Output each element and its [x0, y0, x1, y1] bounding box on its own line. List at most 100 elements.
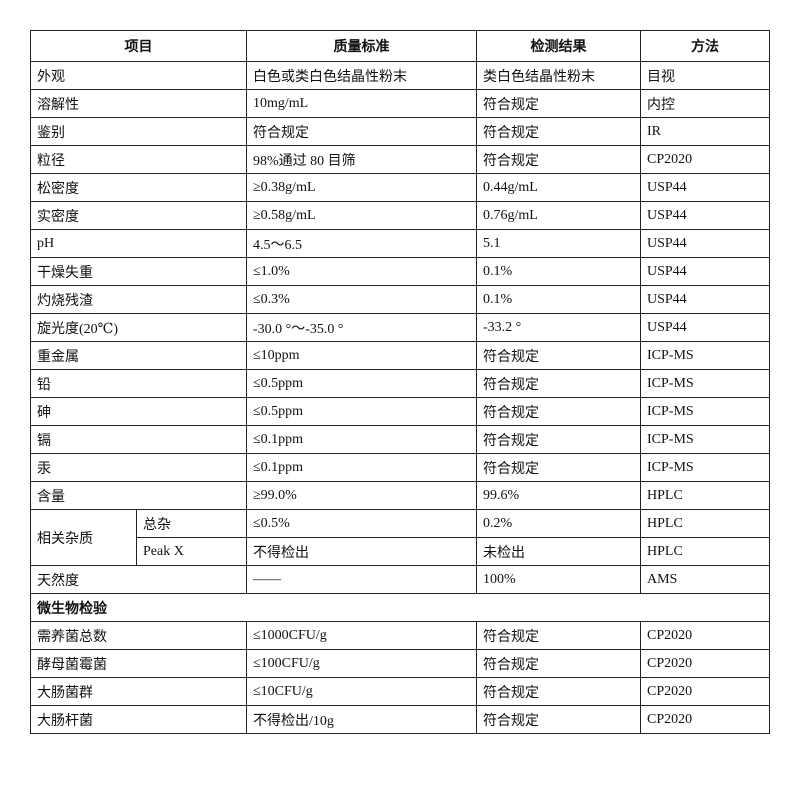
- cell-result: 符合规定: [476, 649, 641, 678]
- table-row: 灼烧残渣 ≤0.3% 0.1% USP44: [30, 285, 770, 314]
- cell-item: 实密度: [30, 201, 247, 230]
- cell-item: 鉴别: [30, 117, 247, 146]
- cell-item: 砷: [30, 397, 247, 426]
- cell-standard: ≤1000CFU/g: [246, 621, 477, 650]
- cell-method: USP44: [640, 257, 770, 286]
- table-row: 汞 ≤0.1ppm 符合规定 ICP-MS: [30, 453, 770, 482]
- cell-item: 铅: [30, 369, 247, 398]
- cell-result: 100%: [476, 565, 641, 594]
- cell-method: ICP-MS: [640, 453, 770, 482]
- cell-method: USP44: [640, 173, 770, 202]
- cell-item: 相关杂质: [30, 509, 137, 566]
- cell-item: 需养菌总数: [30, 621, 247, 650]
- section-title: 微生物检验: [30, 593, 770, 622]
- cell-result: 类白色结晶性粉末: [476, 61, 641, 90]
- cell-method: 目视: [640, 61, 770, 90]
- table-row: 铅 ≤0.5ppm 符合规定 ICP-MS: [30, 369, 770, 398]
- cell-result: 符合规定: [476, 369, 641, 398]
- table-row: 大肠菌群 ≤10CFU/g 符合规定 CP2020: [30, 677, 770, 706]
- cell-result: 0.1%: [476, 285, 641, 314]
- cell-standard: 98%通过 80 目筛: [246, 145, 477, 174]
- cell-method: ICP-MS: [640, 397, 770, 426]
- cell-method: ICP-MS: [640, 425, 770, 454]
- cell-item: pH: [30, 229, 247, 258]
- cell-method: USP44: [640, 285, 770, 314]
- cell-result: 符合规定: [476, 117, 641, 146]
- cell-method: ICP-MS: [640, 341, 770, 370]
- cell-method: 内控: [640, 89, 770, 118]
- cell-method: CP2020: [640, 621, 770, 650]
- cell-standard: ≤0.3%: [246, 285, 477, 314]
- cell-standard: ≤10CFU/g: [246, 677, 477, 706]
- cell-item: 重金属: [30, 341, 247, 370]
- table-row: 天然度 —— 100% AMS: [30, 565, 770, 594]
- cell-result: 符合规定: [476, 89, 641, 118]
- table-row: 含量 ≥99.0% 99.6% HPLC: [30, 481, 770, 510]
- cell-standard: ≥0.58g/mL: [246, 201, 477, 230]
- cell-item: 溶解性: [30, 89, 247, 118]
- header-row: 项目 质量标准 检测结果 方法: [30, 30, 770, 62]
- cell-standard: ≤0.1ppm: [246, 425, 477, 454]
- specification-table: 项目 质量标准 检测结果 方法 外观 白色或类白色结晶性粉末 类白色结晶性粉末 目视溶…: [30, 30, 770, 734]
- cell-method: HPLC: [640, 537, 770, 566]
- cell-result: 符合规定: [476, 677, 641, 706]
- cell-result: 0.1%: [476, 257, 641, 286]
- cell-result: 0.2%: [476, 509, 641, 538]
- cell-standard: 4.5～6.5: [246, 229, 477, 258]
- cell-item: 大肠菌群: [30, 677, 247, 706]
- header-standard: 质量标准: [246, 30, 477, 62]
- cell-standard: 白色或类白色结晶性粉末: [246, 61, 477, 90]
- cell-item: 含量: [30, 481, 247, 510]
- cell-item: 大肠杆菌: [30, 705, 247, 734]
- cell-standard: 不得检出: [246, 537, 477, 566]
- cell-subitem: 总杂: [136, 509, 247, 538]
- cell-result: 未检出: [476, 537, 641, 566]
- cell-item: 松密度: [30, 173, 247, 202]
- cell-result: 符合规定: [476, 397, 641, 426]
- cell-method: CP2020: [640, 649, 770, 678]
- cell-standard: ≤0.1ppm: [246, 453, 477, 482]
- cell-item: 镉: [30, 425, 247, 454]
- section-row: 微生物检验: [30, 593, 770, 622]
- cell-standard: ≤0.5ppm: [246, 369, 477, 398]
- cell-result: 5.1: [476, 229, 641, 258]
- table-row: 实密度 ≥0.58g/mL 0.76g/mL USP44: [30, 201, 770, 230]
- cell-method: USP44: [640, 201, 770, 230]
- cell-standard: ≤0.5%: [246, 509, 477, 538]
- header-item: 项目: [30, 30, 247, 62]
- cell-item: 外观: [30, 61, 247, 90]
- cell-result: 符合规定: [476, 453, 641, 482]
- cell-item: 天然度: [30, 565, 247, 594]
- cell-method: CP2020: [640, 145, 770, 174]
- cell-result: 0.44g/mL: [476, 173, 641, 202]
- cell-result: 符合规定: [476, 425, 641, 454]
- cell-result: 符合规定: [476, 621, 641, 650]
- table-row: 酵母菌霉菌 ≤100CFU/g 符合规定 CP2020: [30, 649, 770, 678]
- cell-standard: ≤0.5ppm: [246, 397, 477, 426]
- header-result: 检测结果: [476, 30, 641, 62]
- cell-method: CP2020: [640, 705, 770, 734]
- cell-method: CP2020: [640, 677, 770, 706]
- cell-item: 汞: [30, 453, 247, 482]
- cell-method: HPLC: [640, 509, 770, 538]
- cell-item: 灼烧残渣: [30, 285, 247, 314]
- cell-standard: ≥0.38g/mL: [246, 173, 477, 202]
- table-row: pH 4.5～6.5 5.1 USP44: [30, 229, 770, 258]
- cell-standard: ≥99.0%: [246, 481, 477, 510]
- cell-result: 99.6%: [476, 481, 641, 510]
- cell-method: USP44: [640, 313, 770, 342]
- table-row: 旋光度(20℃) -30.0 °～-35.0 ° -33.2 ° USP44: [30, 313, 770, 342]
- cell-standard: -30.0 °～-35.0 °: [246, 313, 477, 342]
- table-row: 松密度 ≥0.38g/mL 0.44g/mL USP44: [30, 173, 770, 202]
- cell-result: 0.76g/mL: [476, 201, 641, 230]
- table-row: 溶解性 10mg/mL 符合规定 内控: [30, 89, 770, 118]
- cell-standard: 符合规定: [246, 117, 477, 146]
- table-row: 外观 白色或类白色结晶性粉末 类白色结晶性粉末 目视: [30, 61, 770, 90]
- table-row: 砷 ≤0.5ppm 符合规定 ICP-MS: [30, 397, 770, 426]
- cell-result: 符合规定: [476, 145, 641, 174]
- cell-standard: ≤10ppm: [246, 341, 477, 370]
- cell-method: IR: [640, 117, 770, 146]
- table-row: 镉 ≤0.1ppm 符合规定 ICP-MS: [30, 425, 770, 454]
- cell-standard: 10mg/mL: [246, 89, 477, 118]
- cell-method: AMS: [640, 565, 770, 594]
